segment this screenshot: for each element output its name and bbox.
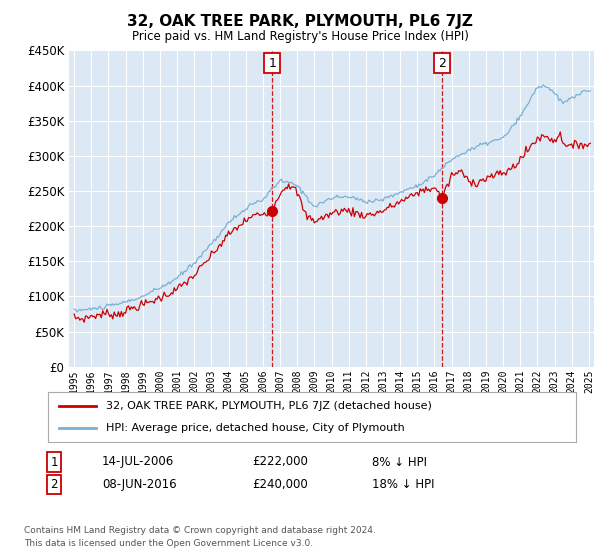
Text: 14-JUL-2006: 14-JUL-2006 <box>102 455 174 469</box>
Text: 32, OAK TREE PARK, PLYMOUTH, PL6 7JZ (detached house): 32, OAK TREE PARK, PLYMOUTH, PL6 7JZ (de… <box>106 401 432 411</box>
Text: £240,000: £240,000 <box>252 478 308 491</box>
Text: 32, OAK TREE PARK, PLYMOUTH, PL6 7JZ: 32, OAK TREE PARK, PLYMOUTH, PL6 7JZ <box>127 14 473 29</box>
Text: HPI: Average price, detached house, City of Plymouth: HPI: Average price, detached house, City… <box>106 423 405 433</box>
Text: Contains HM Land Registry data © Crown copyright and database right 2024.: Contains HM Land Registry data © Crown c… <box>24 526 376 535</box>
Text: 1: 1 <box>268 57 276 69</box>
Text: 8% ↓ HPI: 8% ↓ HPI <box>372 455 427 469</box>
Text: 1: 1 <box>50 455 58 469</box>
Text: 2: 2 <box>50 478 58 491</box>
Text: 2: 2 <box>438 57 446 69</box>
Text: Price paid vs. HM Land Registry's House Price Index (HPI): Price paid vs. HM Land Registry's House … <box>131 30 469 43</box>
Text: This data is licensed under the Open Government Licence v3.0.: This data is licensed under the Open Gov… <box>24 539 313 548</box>
Text: 18% ↓ HPI: 18% ↓ HPI <box>372 478 434 491</box>
Text: 08-JUN-2016: 08-JUN-2016 <box>102 478 176 491</box>
Text: £222,000: £222,000 <box>252 455 308 469</box>
